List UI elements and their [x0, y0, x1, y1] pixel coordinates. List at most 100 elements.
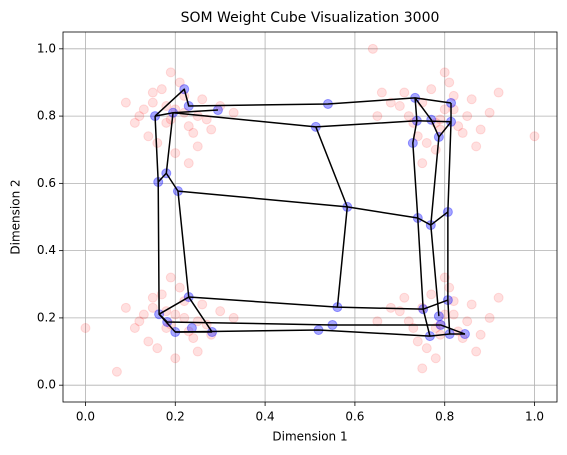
- data-point: [475, 124, 486, 135]
- neuron-link: [158, 313, 466, 335]
- data-point: [134, 316, 145, 327]
- data-point: [399, 87, 410, 98]
- data-point: [444, 282, 455, 293]
- data-point: [372, 111, 383, 122]
- data-point: [430, 323, 441, 333]
- data-point: [174, 77, 185, 88]
- data-point: [484, 312, 495, 323]
- neuron-link: [157, 172, 167, 183]
- data-point: [197, 299, 208, 310]
- data-point: [192, 316, 203, 327]
- y-axis-label: Dimension 2: [9, 179, 23, 254]
- data-point: [421, 343, 432, 354]
- data-point: [120, 302, 131, 313]
- data-point: [466, 94, 477, 105]
- x-tick-label: 1.0: [525, 410, 544, 424]
- plot-frame: [62, 31, 558, 403]
- data-point: [138, 309, 149, 320]
- data-point: [174, 282, 185, 293]
- data-point: [421, 138, 432, 148]
- data-point: [376, 87, 387, 98]
- data-point: [439, 67, 450, 78]
- x-tick-label: 0.0: [76, 410, 95, 424]
- data-point: [147, 292, 158, 303]
- neuron-link: [430, 136, 440, 317]
- data-point: [444, 77, 455, 88]
- data-point: [484, 107, 495, 118]
- neuron-link: [158, 296, 190, 315]
- neuron-link: [315, 126, 349, 308]
- data-point: [206, 124, 217, 135]
- data-point: [170, 148, 181, 159]
- data-point: [143, 131, 154, 142]
- neuron-link: [177, 190, 449, 226]
- data-point: [430, 144, 441, 155]
- data-point: [466, 299, 477, 310]
- data-point: [448, 90, 459, 101]
- data-point: [408, 323, 419, 333]
- neuron-link: [412, 97, 431, 337]
- data-point: [147, 302, 158, 313]
- y-tick-label: 0.2: [37, 310, 56, 324]
- neuron-link: [414, 97, 452, 138]
- data-point: [120, 97, 131, 108]
- data-point: [192, 346, 203, 357]
- y-tick-label: 0.4: [37, 243, 56, 257]
- data-point: [439, 104, 450, 115]
- data-point: [448, 309, 459, 320]
- data-point: [170, 104, 181, 115]
- data-point: [448, 296, 459, 307]
- data-point: [426, 289, 437, 300]
- data-point: [228, 107, 239, 118]
- x-tick-label: 0.6: [345, 410, 364, 424]
- data-point: [129, 323, 140, 333]
- data-point: [179, 312, 190, 323]
- data-point: [412, 131, 423, 142]
- data-point: [394, 101, 405, 111]
- data-point: [367, 43, 378, 54]
- data-point: [80, 323, 91, 333]
- y-tick-label: 1.0: [37, 41, 56, 55]
- data-point: [201, 114, 212, 125]
- data-point: [426, 84, 437, 95]
- data-point: [493, 87, 504, 98]
- data-point: [529, 131, 540, 142]
- data-point: [152, 138, 163, 148]
- x-tick-label: 0.4: [256, 410, 275, 424]
- data-point: [170, 309, 181, 320]
- data-point: [170, 353, 181, 364]
- data-point: [215, 306, 226, 317]
- data-point: [493, 292, 504, 303]
- data-point: [147, 87, 158, 98]
- data-point: [462, 111, 473, 122]
- chart-title: SOM Weight Cube Visualization 3000: [181, 10, 440, 26]
- data-point: [197, 94, 208, 105]
- y-tick-label: 0.6: [37, 176, 56, 190]
- x-tick-label: 0.2: [166, 410, 185, 424]
- data-point: [188, 127, 199, 138]
- neuron-link: [172, 109, 218, 114]
- data-point: [228, 312, 239, 323]
- data-point: [129, 117, 140, 128]
- data-point: [417, 158, 428, 169]
- data-point: [192, 141, 203, 152]
- data-point: [403, 316, 414, 327]
- data-point: [475, 329, 486, 340]
- data-point: [165, 67, 176, 78]
- data-point: [457, 127, 468, 138]
- data-point: [453, 121, 464, 132]
- y-tick-label: 0.8: [37, 109, 56, 123]
- data-point: [183, 121, 194, 132]
- data-point: [462, 316, 473, 327]
- data-point: [183, 158, 194, 169]
- data-point: [138, 104, 149, 115]
- data-point: [412, 336, 423, 347]
- data-point: [471, 141, 482, 152]
- data-point: [471, 346, 482, 357]
- data-point: [152, 343, 163, 354]
- neuron-link: [154, 88, 452, 117]
- neuron-link: [447, 102, 452, 335]
- x-axis-label: Dimension 1: [272, 430, 347, 444]
- data-point: [439, 272, 450, 283]
- data-point: [111, 366, 122, 377]
